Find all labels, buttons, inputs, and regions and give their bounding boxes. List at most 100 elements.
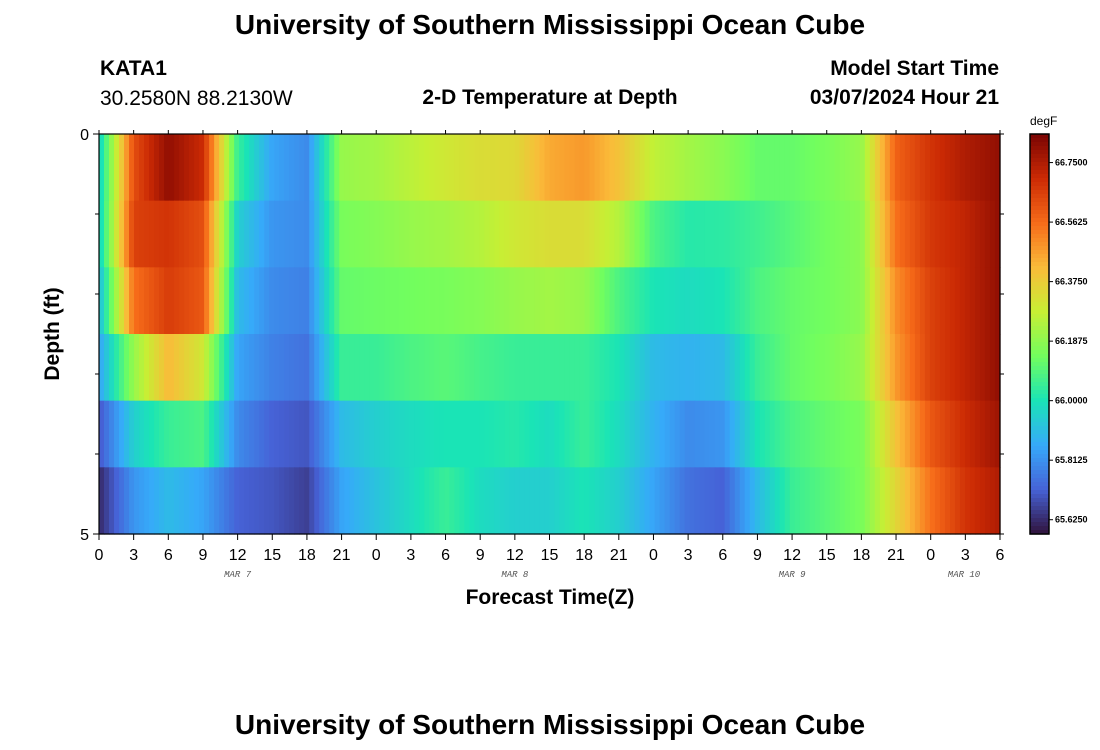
heatmap-cell	[189, 267, 195, 335]
heatmap-cell	[889, 200, 896, 268]
heatmap-cell	[319, 200, 325, 268]
colorbar-segment	[1030, 530, 1049, 535]
heatmap-cell	[174, 467, 180, 535]
heatmap-cell	[259, 200, 265, 268]
heatmap-cell	[614, 334, 621, 402]
heatmap-cell	[419, 200, 425, 268]
heatmap-cell	[214, 134, 220, 202]
heatmap-cell	[354, 200, 360, 268]
heatmap-cell	[264, 467, 270, 535]
colorbar-segment	[1030, 258, 1049, 263]
heatmap-cell	[409, 200, 415, 268]
x-tick-label: 6	[718, 547, 727, 564]
heatmap-cell	[949, 400, 956, 468]
heatmap-cell	[149, 200, 155, 268]
heatmap-cell	[409, 467, 415, 535]
heatmap-cell	[979, 200, 986, 268]
heatmap-cell	[384, 267, 390, 335]
heatmap-cell	[964, 334, 971, 402]
heatmap-cell	[114, 267, 120, 335]
heatmap-cell	[844, 400, 851, 468]
colorbar-segment	[1030, 306, 1049, 311]
heatmap-cell	[779, 200, 786, 268]
heatmap-cell	[959, 200, 966, 268]
heatmap-cell	[124, 200, 130, 268]
heatmap-cell	[569, 467, 576, 535]
heatmap-cell	[404, 334, 410, 402]
heatmap-cell	[759, 467, 766, 535]
heatmap-cell	[924, 267, 931, 335]
heatmap-cell	[509, 134, 516, 202]
heatmap-cell	[169, 467, 175, 535]
heatmap-cell	[549, 200, 556, 268]
heatmap-cell	[374, 400, 380, 468]
heatmap-cell	[304, 334, 310, 402]
heatmap-cell	[239, 467, 245, 535]
heatmap-cell	[834, 200, 841, 268]
heatmap-cell	[969, 467, 976, 535]
heatmap-cell	[714, 200, 721, 268]
heatmap-cell	[994, 467, 1001, 535]
heatmap-cell	[869, 467, 876, 535]
heatmap-cell	[114, 200, 120, 268]
colorbar-tick-label: 65.6250	[1055, 515, 1088, 525]
heatmap-cell	[989, 200, 996, 268]
heatmap-cell	[169, 134, 175, 202]
x-tick-label: 12	[506, 547, 524, 564]
heatmap-cell	[104, 200, 110, 268]
colorbar-segment	[1030, 250, 1049, 255]
heatmap-cell	[399, 134, 405, 202]
heatmap-cell	[549, 334, 556, 402]
heatmap-cell	[834, 267, 841, 335]
heatmap-cell	[939, 400, 946, 468]
heatmap-cell	[919, 134, 926, 202]
colorbar-segment	[1030, 218, 1049, 223]
heatmap-cell	[434, 134, 440, 202]
heatmap-cell	[594, 334, 601, 402]
y-tick-label: 5	[80, 527, 89, 544]
heatmap-cell	[224, 467, 230, 535]
heatmap-cell	[234, 267, 240, 335]
heatmap-cell	[424, 267, 430, 335]
heatmap-cell	[729, 134, 736, 202]
heatmap-cell	[979, 267, 986, 335]
heatmap-cell	[754, 334, 761, 402]
heatmap-cell	[884, 467, 891, 535]
heatmap-cell	[644, 134, 651, 202]
heatmap-cell	[684, 400, 691, 468]
heatmap-cell	[104, 267, 110, 335]
colorbar-segment	[1030, 318, 1049, 323]
colorbar-segment	[1030, 426, 1049, 431]
heatmap-cell	[679, 334, 686, 402]
heatmap-cell	[889, 334, 896, 402]
heatmap-cell	[424, 200, 430, 268]
heatmap-cell	[974, 467, 981, 535]
heatmap-cell	[989, 400, 996, 468]
heatmap-cell	[739, 400, 746, 468]
heatmap-cell	[824, 400, 831, 468]
heatmap-cell	[244, 267, 250, 335]
heatmap-cell	[784, 200, 791, 268]
heatmap-cell	[919, 200, 926, 268]
heatmap-cell	[989, 467, 996, 535]
heatmap-cell	[654, 134, 661, 202]
heatmap-cell	[179, 400, 185, 468]
heatmap-cell	[564, 134, 571, 202]
heatmap-cell	[619, 134, 626, 202]
colorbar-segment	[1030, 186, 1049, 191]
heatmap-cell	[424, 467, 430, 535]
heatmap-cell	[109, 334, 115, 402]
heatmap-cell	[244, 467, 250, 535]
heatmap-cell	[364, 134, 370, 202]
heatmap-cell	[809, 467, 816, 535]
heatmap-cell	[474, 134, 481, 202]
colorbar-segment	[1030, 162, 1049, 167]
heatmap-cell	[389, 334, 395, 402]
heatmap-cell	[309, 334, 315, 402]
heatmap-cell	[249, 400, 255, 468]
heatmap-cell	[724, 334, 731, 402]
heatmap-cell	[929, 467, 936, 535]
heatmap-cell	[709, 334, 716, 402]
heatmap-cell	[849, 134, 856, 202]
heatmap-cell	[584, 400, 591, 468]
